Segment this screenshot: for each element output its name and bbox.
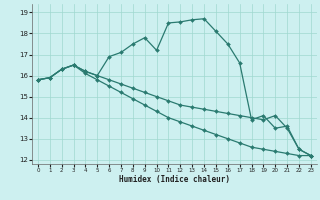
X-axis label: Humidex (Indice chaleur): Humidex (Indice chaleur) <box>119 175 230 184</box>
